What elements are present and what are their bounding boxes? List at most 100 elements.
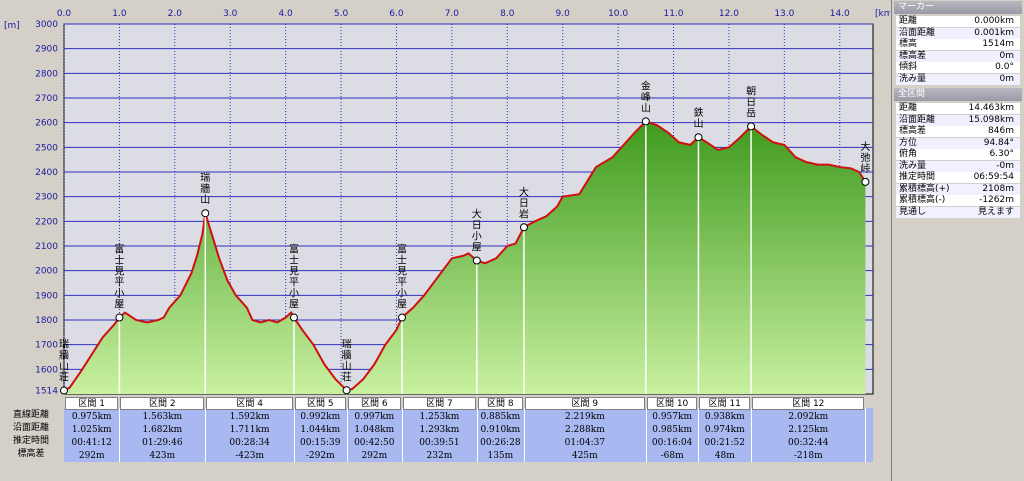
waypoint-marker: [201, 209, 210, 218]
section-header[interactable]: 区間 8: [477, 397, 523, 410]
section-divider: [698, 408, 700, 462]
info-row: 見通し 見えます: [896, 206, 1020, 219]
section-cell-diff: -423m: [235, 451, 264, 461]
section-cell-dist: 2.092km: [788, 412, 829, 422]
info-value: 06:59:54: [973, 172, 1014, 182]
row-label: 沿面距離: [12, 423, 49, 433]
info-row: 沿面距離 15.098km: [896, 114, 1020, 127]
section-cell-surf: 1.025km: [71, 425, 112, 435]
waypoint-label: 富士見平小屋: [114, 243, 124, 311]
info-value: 1514m: [982, 39, 1014, 49]
section-cell-diff: 135m: [487, 451, 514, 461]
section-cell-surf: 1.293km: [419, 425, 460, 435]
section-header[interactable]: 区間 4: [206, 397, 293, 410]
info-row: 推定時間 06:59:54: [896, 172, 1020, 184]
y-tick-label: 2200: [35, 217, 58, 227]
info-key: 洗み量: [899, 160, 927, 171]
y-tick-label: 2700: [35, 94, 58, 104]
info-value: 0.001km: [974, 27, 1014, 38]
section-cell-diff: 423m: [149, 451, 176, 461]
x-tick-label: 8.0: [500, 9, 515, 19]
section-cell-diff: -292m: [305, 451, 335, 461]
section-header[interactable]: 区間 11: [699, 397, 751, 410]
waypoint-label: 瑞牆山: [200, 172, 210, 206]
section-cell-surf: 1.044km: [300, 425, 341, 435]
section-cell-dist: 1.253km: [419, 412, 460, 422]
info-key: 累積標高(+): [899, 183, 950, 194]
section-cell-diff: -218m: [793, 451, 823, 461]
info-row: 累積標高(-) -1262m: [896, 195, 1020, 207]
x-tick-label: 1.0: [112, 9, 127, 19]
y-tick-label: 1900: [35, 291, 58, 301]
waypoint-marker: [519, 223, 528, 232]
section-divider: [523, 408, 525, 462]
section-cell-time: 00:15:39: [300, 438, 341, 448]
info-row: 洗み量 0m: [896, 73, 1020, 86]
info-key: 傾斜: [899, 62, 918, 72]
waypoint-label: 大弛峠: [860, 140, 870, 175]
row-label: 標高差: [17, 449, 45, 459]
section-table: 直線距離 沿面距離 推定時間 標高差 区間 1 0.975km 1.025km 00:41:1…: [0, 396, 890, 481]
x-tick-label: 6.0: [389, 9, 404, 19]
x-tick-label: 5.0: [334, 9, 349, 19]
section-divider: [293, 408, 295, 462]
section-cell-time: 00:28:34: [229, 438, 270, 448]
section-cell-time: 00:21:52: [704, 438, 745, 448]
waypoint-label: 金峰山: [641, 79, 651, 114]
waypoint-label: 朝日岳: [746, 85, 756, 119]
info-key: 累積標高(-): [899, 195, 946, 205]
section-header[interactable]: 区間 9: [524, 397, 645, 410]
waypoint-marker: [641, 117, 650, 126]
section-cell-time: 00:32:44: [788, 438, 829, 448]
info-row: 標高差 846m: [896, 126, 1020, 138]
section-cell-diff: 292m: [361, 451, 388, 461]
section-header[interactable]: 区間 2: [120, 397, 205, 410]
section-divider: [402, 408, 403, 462]
y-tick-label: 2800: [35, 69, 58, 79]
info-row: 標高差 0m: [896, 50, 1020, 63]
waypoint-label: 大日岩: [519, 185, 529, 220]
section-divider: [865, 408, 867, 462]
section-header[interactable]: 区間 12: [752, 397, 865, 410]
section-cell-dist: 1.563km: [142, 412, 183, 422]
x-tick-label: 10.0: [608, 9, 628, 19]
section-divider: [205, 408, 207, 462]
section-header[interactable]: 区間 6: [347, 397, 401, 410]
y-tick-label: 1514: [35, 387, 58, 397]
section-header[interactable]: 区間 7: [403, 397, 476, 410]
info-row: 累積標高(+) 2108m: [896, 183, 1020, 196]
info-row: 標高 1514m: [896, 39, 1020, 51]
info-key: 標高: [899, 39, 918, 49]
section-header[interactable]: 区間 1: [65, 397, 119, 410]
info-key: 見通し: [899, 206, 927, 217]
section-cell-surf: 0.974km: [704, 425, 745, 435]
section-cell-surf: 2.288km: [564, 425, 605, 435]
section-cell-surf: 0.985km: [652, 425, 692, 435]
info-row: 洗み量 -0m: [896, 160, 1020, 173]
x-tick-label: 3.0: [223, 9, 238, 19]
info-key: 標高差: [899, 126, 927, 136]
info-key: 推定時間: [899, 172, 936, 182]
section-header[interactable]: 区間 10: [646, 397, 698, 410]
x-tick-label: 14.0: [830, 9, 850, 19]
y-tick-label: 2900: [35, 45, 58, 55]
section-divider: [751, 408, 753, 462]
terrain-area: [64, 121, 866, 394]
info-value: 15.098km: [968, 114, 1014, 125]
info-key: 洗み量: [899, 73, 927, 84]
info-row: 方位 94.84°: [896, 137, 1020, 150]
info-value: 0m: [999, 50, 1015, 61]
section-cell-dist: 1.592km: [229, 412, 270, 422]
y-unit-label: [m]: [4, 21, 20, 31]
y-tick-label: 2600: [35, 119, 58, 129]
section-header[interactable]: 区間 5: [294, 397, 346, 410]
x-tick-label: 12.0: [719, 9, 739, 19]
x-unit-label: [km]: [875, 9, 890, 19]
section-cell-time: 00:16:04: [651, 438, 693, 448]
info-key: 標高差: [899, 50, 927, 61]
x-tick-label: 7.0: [445, 9, 460, 19]
waypoint-marker: [398, 313, 407, 322]
info-value: 見えます: [977, 206, 1014, 217]
waypoint-marker: [861, 177, 870, 186]
elevation-profile-chart[interactable]: 3000 2900 2800 2700 2600 2500 2400 2300 2200 2100…: [0, 0, 890, 481]
